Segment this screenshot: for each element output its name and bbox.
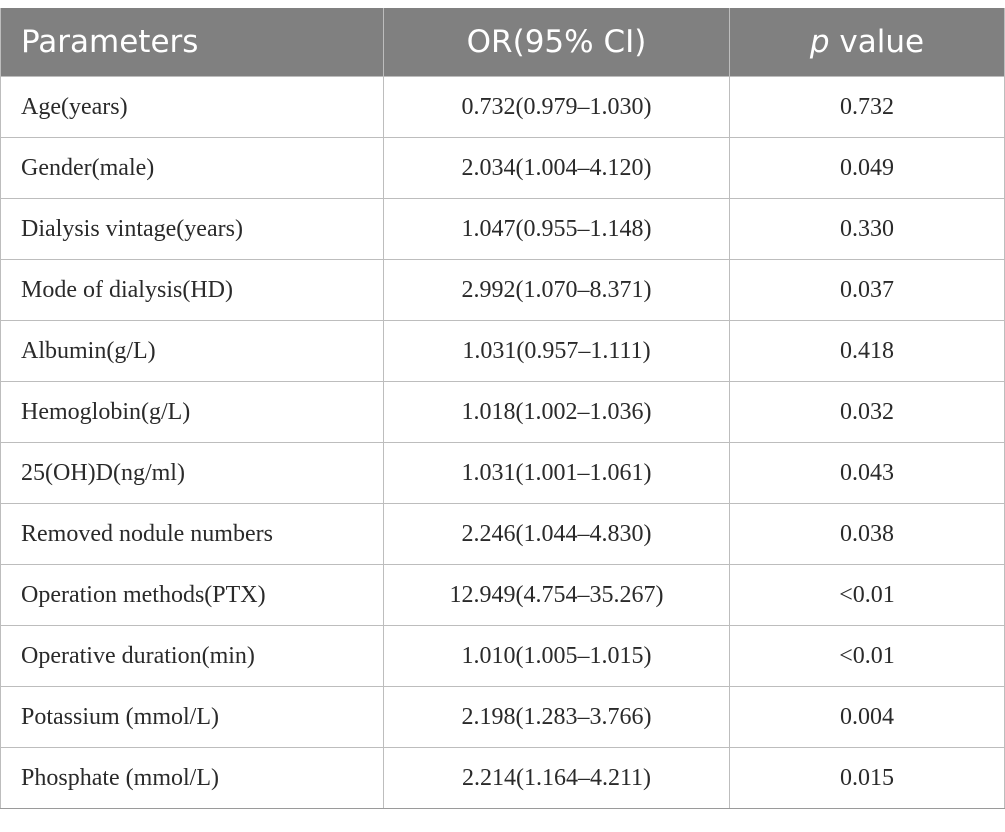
cell-parameter: Phosphate (mmol/L) [0,747,384,809]
cell-or: 1.031(0.957–1.111) [383,320,730,382]
cell-or: 1.010(1.005–1.015) [383,625,730,687]
cell-or: 12.949(4.754–35.267) [383,564,730,626]
cell-p: 0.330 [729,198,1005,260]
cell-parameter: Operative duration(min) [0,625,384,687]
table-row: Age(years) 0.732(0.979–1.030) 0.732 [0,76,1005,138]
cell-parameter: Gender(male) [0,137,384,199]
cell-parameter: Hemoglobin(g/L) [0,381,384,443]
table-row: 25(OH)D(ng/ml) 1.031(1.001–1.061) 0.043 [0,442,1005,504]
table-row: Potassium (mmol/L) 2.198(1.283–3.766) 0.… [0,686,1005,748]
table-row: Operation methods(PTX) 12.949(4.754–35.2… [0,564,1005,626]
cell-or: 2.992(1.070–8.371) [383,259,730,321]
cell-or: 2.214(1.164–4.211) [383,747,730,809]
header-p-rest: value [829,24,925,60]
cell-parameter: Albumin(g/L) [0,320,384,382]
table-row: Hemoglobin(g/L) 1.018(1.002–1.036) 0.032 [0,381,1005,443]
cell-p: <0.01 [729,564,1005,626]
header-or: OR(95% CI) [383,8,730,77]
table-row: Removed nodule numbers 2.246(1.044–4.830… [0,503,1005,565]
cell-p: 0.037 [729,259,1005,321]
cell-parameter: Removed nodule numbers [0,503,384,565]
cell-or: 2.034(1.004–4.120) [383,137,730,199]
cell-parameter: 25(OH)D(ng/ml) [0,442,384,504]
header-p-value: p value [729,8,1005,77]
table-row: Albumin(g/L) 1.031(0.957–1.111) 0.418 [0,320,1005,382]
header-p-italic: p [809,24,830,60]
cell-or: 0.732(0.979–1.030) [383,76,730,138]
cell-parameter: Age(years) [0,76,384,138]
cell-or: 1.047(0.955–1.148) [383,198,730,260]
header-row: Parameters OR(95% CI) p value [0,8,1005,77]
cell-or: 2.198(1.283–3.766) [383,686,730,748]
table-row: Phosphate (mmol/L) 2.214(1.164–4.211) 0.… [0,747,1005,809]
cell-parameter: Operation methods(PTX) [0,564,384,626]
cell-parameter: Mode of dialysis(HD) [0,259,384,321]
results-table-container: Parameters OR(95% CI) p value Age(years)… [0,8,1005,809]
cell-p: 0.043 [729,442,1005,504]
table-row: Dialysis vintage(years) 1.047(0.955–1.14… [0,198,1005,260]
cell-parameter: Dialysis vintage(years) [0,198,384,260]
odds-ratio-table: Parameters OR(95% CI) p value Age(years)… [0,8,1005,809]
cell-or: 2.246(1.044–4.830) [383,503,730,565]
table-body: Age(years) 0.732(0.979–1.030) 0.732 Gend… [0,76,1005,809]
cell-or: 1.018(1.002–1.036) [383,381,730,443]
table-row: Mode of dialysis(HD) 2.992(1.070–8.371) … [0,259,1005,321]
header-parameters: Parameters [0,8,384,77]
table-row: Gender(male) 2.034(1.004–4.120) 0.049 [0,137,1005,199]
cell-p: 0.015 [729,747,1005,809]
cell-p: 0.032 [729,381,1005,443]
cell-parameter: Potassium (mmol/L) [0,686,384,748]
cell-p: 0.418 [729,320,1005,382]
cell-p: 0.038 [729,503,1005,565]
cell-p: 0.732 [729,76,1005,138]
cell-or: 1.031(1.001–1.061) [383,442,730,504]
cell-p: <0.01 [729,625,1005,687]
table-header: Parameters OR(95% CI) p value [0,8,1005,77]
cell-p: 0.049 [729,137,1005,199]
table-row: Operative duration(min) 1.010(1.005–1.01… [0,625,1005,687]
cell-p: 0.004 [729,686,1005,748]
